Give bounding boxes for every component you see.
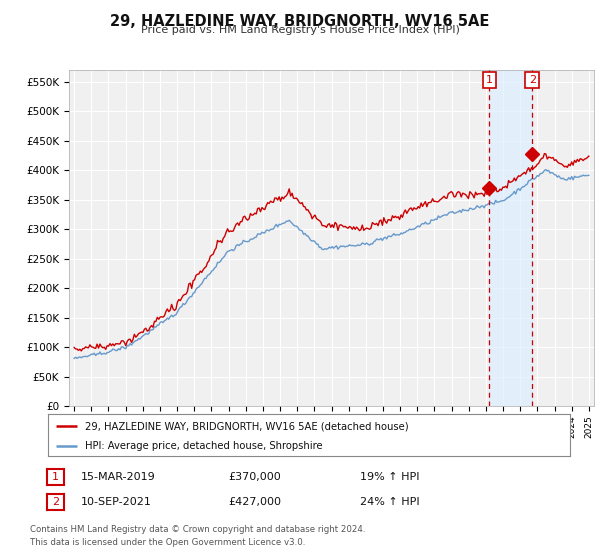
Text: 10-SEP-2021: 10-SEP-2021 bbox=[81, 497, 152, 507]
Text: HPI: Average price, detached house, Shropshire: HPI: Average price, detached house, Shro… bbox=[85, 441, 322, 451]
Bar bbox=[490, 70, 532, 406]
Text: £427,000: £427,000 bbox=[228, 497, 281, 507]
Text: 1: 1 bbox=[52, 472, 59, 482]
Text: 24% ↑ HPI: 24% ↑ HPI bbox=[360, 497, 419, 507]
Text: Contains HM Land Registry data © Crown copyright and database right 2024.
This d: Contains HM Land Registry data © Crown c… bbox=[30, 525, 365, 547]
Text: 2: 2 bbox=[529, 75, 536, 85]
Text: Price paid vs. HM Land Registry's House Price Index (HPI): Price paid vs. HM Land Registry's House … bbox=[140, 25, 460, 35]
Text: 29, HAZLEDINE WAY, BRIDGNORTH, WV16 5AE: 29, HAZLEDINE WAY, BRIDGNORTH, WV16 5AE bbox=[110, 14, 490, 29]
Text: 1: 1 bbox=[486, 75, 493, 85]
Text: 19% ↑ HPI: 19% ↑ HPI bbox=[360, 472, 419, 482]
Text: 29, HAZLEDINE WAY, BRIDGNORTH, WV16 5AE (detached house): 29, HAZLEDINE WAY, BRIDGNORTH, WV16 5AE … bbox=[85, 421, 408, 431]
Text: 15-MAR-2019: 15-MAR-2019 bbox=[81, 472, 156, 482]
Text: £370,000: £370,000 bbox=[228, 472, 281, 482]
Text: 2: 2 bbox=[52, 497, 59, 507]
